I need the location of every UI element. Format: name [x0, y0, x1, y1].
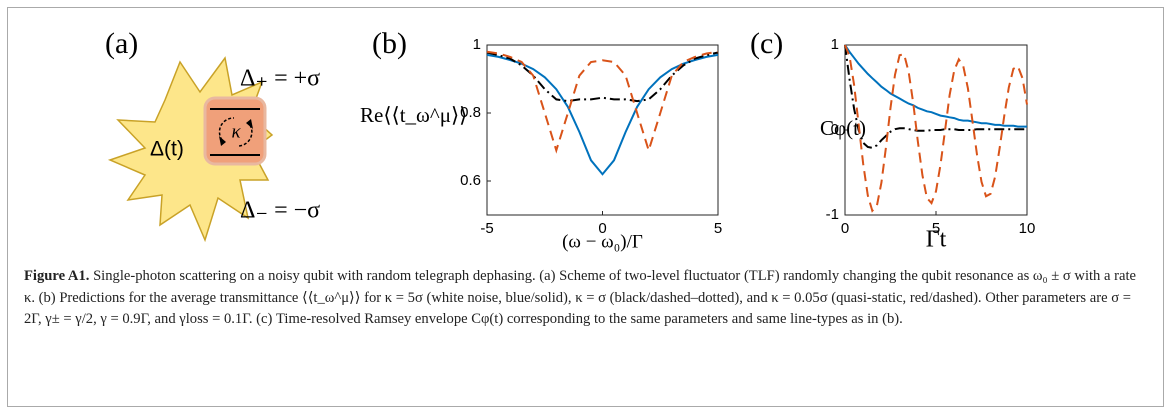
data-line: [486, 53, 719, 176]
caption-text: Single-photon scattering on a noisy qubi…: [24, 268, 1136, 328]
y-tick-label: -1: [826, 206, 839, 223]
y-axis-label: Cφ(t): [820, 116, 866, 140]
x-tick-label: 5: [714, 220, 722, 237]
data-line: [844, 44, 1027, 149]
qubit-box: [203, 96, 267, 166]
x-tick-label: 10: [1019, 220, 1036, 237]
x-axis-label: Γt: [926, 227, 947, 253]
panel-label: (b): [372, 27, 407, 60]
arrow-head: [219, 136, 226, 146]
caption: Figure A1. Single-photon scattering on a…: [24, 266, 1144, 331]
delta-plus-label: Δ₊ = +σ: [240, 66, 320, 92]
figure: (a) κ Δ(t) Δ₊ = +σ Δ₋ = −σ -5 0 5 0.6 0.8 1 (b…: [105, 27, 1036, 253]
y-tick-label: 0.6: [460, 172, 481, 189]
x-tick-label: 0: [841, 220, 849, 237]
y-tick-label: 1: [473, 36, 481, 53]
data-line: [486, 50, 719, 154]
y-tick-label: 1: [831, 36, 839, 53]
x-tick-label: 5: [932, 220, 940, 237]
x-tick-label: -5: [480, 220, 493, 237]
data-line: [844, 44, 1027, 128]
data-line: [486, 51, 719, 103]
data-line: [844, 44, 1028, 213]
kappa-label: κ: [231, 121, 241, 142]
caption-label: Figure A1.: [24, 268, 90, 284]
switching-arrows: [218, 117, 253, 147]
y-tick-label: 0: [831, 121, 839, 138]
figure-frame: [7, 7, 1164, 407]
x-axis-label: (ω − ω₀)/Γ: [562, 231, 643, 252]
x-tick-label: 0: [598, 220, 606, 237]
y-tick-label: 0.8: [460, 104, 481, 121]
y-axis-label: Re⟨⟨t_ω^μ⟩⟩: [360, 103, 467, 127]
delta-label: Δ(t): [150, 138, 184, 161]
panel-label: (c): [750, 27, 783, 60]
panel-label: (a): [105, 27, 138, 60]
plot-area: [486, 44, 719, 216]
delta-minus-label: Δ₋ = −σ: [240, 198, 320, 224]
arrow-head: [246, 119, 253, 129]
